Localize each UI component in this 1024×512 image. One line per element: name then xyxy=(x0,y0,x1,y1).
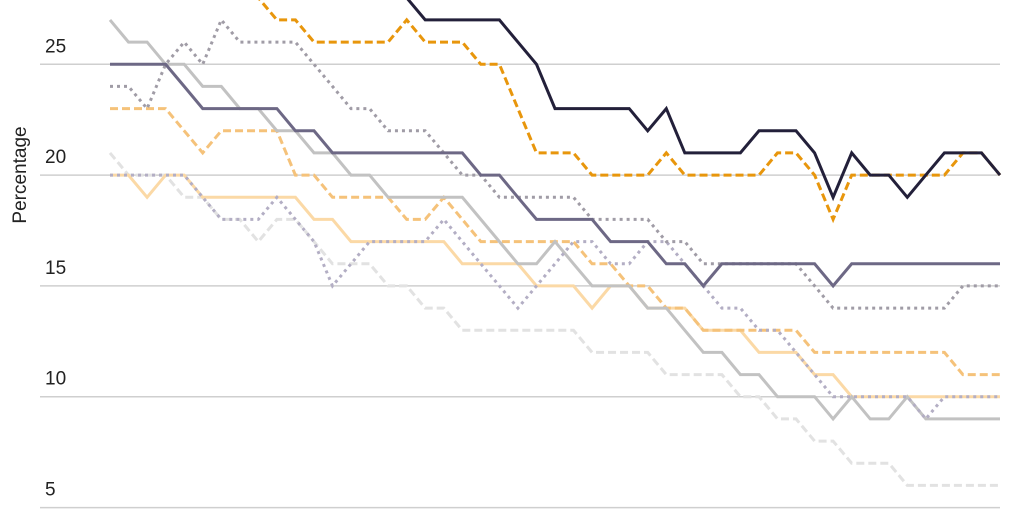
y-tick-label: 5 xyxy=(45,480,56,501)
y-tick-label: 20 xyxy=(45,147,66,168)
line xyxy=(110,62,1000,289)
line xyxy=(110,173,1000,422)
y-tick-label: 25 xyxy=(45,36,66,57)
y-tick-label: 15 xyxy=(45,258,66,279)
line xyxy=(110,17,1000,310)
line xyxy=(406,0,1002,202)
y-tick-label: 10 xyxy=(45,369,66,390)
line xyxy=(108,151,1000,487)
y-axis-label: Percentage xyxy=(10,126,31,223)
